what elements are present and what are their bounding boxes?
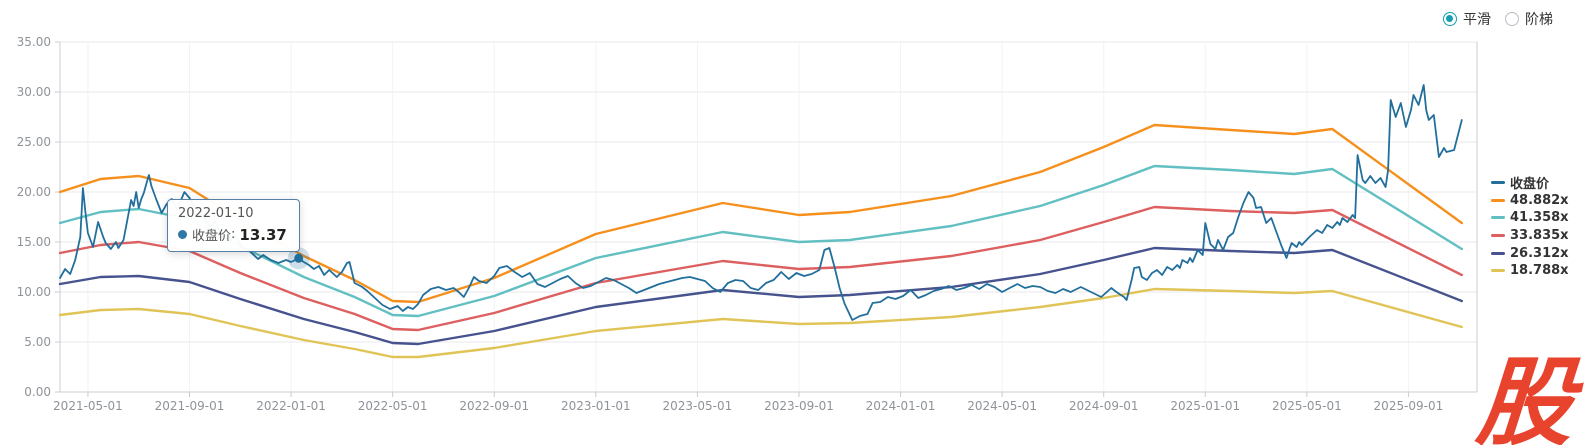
radio-smooth[interactable]: 平滑 xyxy=(1443,9,1491,29)
x-axis-label: 2024-09-01 xyxy=(1069,399,1139,413)
x-axis-label: 2024-01-01 xyxy=(866,399,936,413)
highlight-point[interactable] xyxy=(294,253,304,263)
legend-label: 收盘价 xyxy=(1510,177,1550,193)
radio-step[interactable]: 阶梯 xyxy=(1505,9,1553,29)
series-line-pe-26.312x xyxy=(58,246,1464,346)
legend-item-pe-18.788x[interactable]: 18.788x xyxy=(1491,262,1569,280)
y-axis-label: 5.00 xyxy=(24,335,51,349)
x-axis-label: 2022-01-01 xyxy=(256,399,326,413)
y-axis-label: 30.00 xyxy=(17,85,51,99)
legend-swatch-icon xyxy=(1491,234,1505,238)
radio-selected-icon xyxy=(1443,12,1457,26)
radio-unselected-icon xyxy=(1505,12,1519,26)
legend-item-pe-26.312x[interactable]: 26.312x xyxy=(1491,244,1569,262)
x-axis-label: 2021-05-01 xyxy=(53,399,123,413)
x-axis-label: 2021-09-01 xyxy=(155,399,225,413)
legend-item-close[interactable]: 收盘价 xyxy=(1491,174,1569,192)
y-axis-label: 15.00 xyxy=(17,235,51,249)
y-axis-label: 25.00 xyxy=(17,135,51,149)
legend-label: 48.882x xyxy=(1510,192,1569,208)
x-axis-label: 2023-09-01 xyxy=(764,399,834,413)
x-axis-label: 2025-05-01 xyxy=(1272,399,1342,413)
tooltip-separator: : xyxy=(231,227,236,242)
y-axis-label: 20.00 xyxy=(17,185,51,199)
legend-item-pe-48.882x[interactable]: 48.882x xyxy=(1491,192,1569,210)
legend-swatch-icon xyxy=(1491,251,1505,255)
legend-item-pe-41.358x[interactable]: 41.358x xyxy=(1491,209,1569,227)
x-axis-label: 2023-01-01 xyxy=(561,399,631,413)
legend-swatch-icon xyxy=(1491,269,1505,273)
x-axis-label: 2023-05-01 xyxy=(663,399,733,413)
legend-swatch-icon xyxy=(1491,181,1505,185)
stock-logo: 股 xyxy=(1473,347,1573,445)
y-axis-label: 10.00 xyxy=(17,285,51,299)
series-dot-icon xyxy=(178,230,187,239)
legend-label: 41.358x xyxy=(1510,210,1569,226)
tooltip-series-label: 收盘价 xyxy=(192,229,232,244)
legend-label: 18.788x xyxy=(1510,263,1569,279)
tooltip-date: 2022-01-10 xyxy=(178,206,254,221)
radio-step-label: 阶梯 xyxy=(1525,12,1553,28)
legend-swatch-icon xyxy=(1491,198,1505,202)
radio-smooth-label: 平滑 xyxy=(1463,12,1491,28)
tooltip: 2022-01-10 收盘价: 13.37 xyxy=(167,199,300,252)
x-axis-label: 2022-09-01 xyxy=(459,399,529,413)
legend-swatch-icon xyxy=(1491,216,1505,220)
line-style-toggle: 平滑 阶梯 xyxy=(1443,9,1553,29)
x-axis-label: 2025-01-01 xyxy=(1170,399,1240,413)
series-line-pe-18.788x xyxy=(58,287,1464,359)
chart-legend: 收盘价 48.882x 41.358x 33.835x 26.312x 18.788x xyxy=(1491,174,1569,280)
tooltip-value: 13.37 xyxy=(239,225,287,244)
x-axis-label: 2022-05-01 xyxy=(358,399,428,413)
x-axis-label: 2024-05-01 xyxy=(967,399,1037,413)
series-line-pe-33.835x xyxy=(58,205,1464,332)
legend-label: 26.312x xyxy=(1510,245,1569,261)
legend-item-pe-33.835x[interactable]: 33.835x xyxy=(1491,227,1569,245)
y-axis-label: 0.00 xyxy=(24,385,51,399)
legend-label: 33.835x xyxy=(1510,228,1569,244)
y-axis-label: 35.00 xyxy=(17,35,51,49)
x-axis-label: 2025-09-01 xyxy=(1374,399,1444,413)
